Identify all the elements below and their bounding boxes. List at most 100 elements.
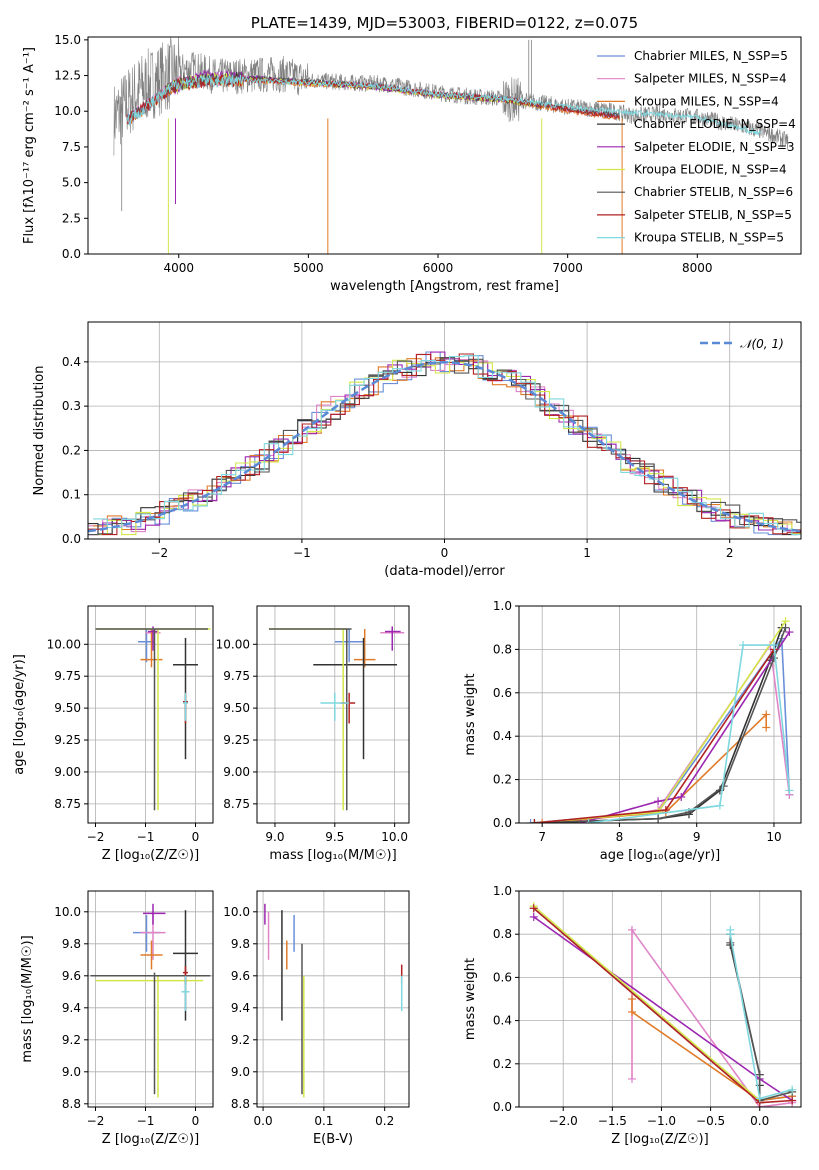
y-tick-label: 0.2 bbox=[493, 773, 512, 787]
x-axis-label: age [log₁₀(age/yr)] bbox=[600, 848, 721, 863]
axes-frame bbox=[518, 605, 802, 824]
y-tick-label: 9.25 bbox=[54, 733, 81, 747]
plot-area bbox=[529, 902, 797, 1107]
x-axis-label: E(B-V) bbox=[313, 1132, 353, 1147]
y-tick-label: 8.8 bbox=[62, 1097, 81, 1111]
panel-age-vs-metallicity: −2 −1 0 8.75 9.00 9.25 9.50 9.75 10.00 Z [log₁₀(Z… bbox=[12, 605, 214, 863]
model-spectrum-line bbox=[126, 74, 762, 137]
y-tick-label: 9.4 bbox=[62, 1001, 81, 1015]
axes-frame bbox=[518, 890, 802, 1108]
y-tick-label: 0.8 bbox=[493, 642, 512, 656]
axes-frame bbox=[87, 890, 214, 1108]
y-tick-label: 9.25 bbox=[223, 733, 250, 747]
legend-entry: Chabrier STELIB, N_SSP=6 bbox=[634, 185, 793, 199]
plot-area bbox=[113, 37, 789, 254]
y-tick-label: 5.0 bbox=[62, 176, 81, 190]
axes-frame bbox=[87, 605, 214, 824]
x-tick-label: 0.0 bbox=[750, 1114, 769, 1128]
y-tick-label: 8.75 bbox=[223, 797, 250, 811]
chart-title: PLATE=1439, MJD=53003, FIBERID=0122, z=0… bbox=[251, 14, 638, 32]
x-tick-label: 9 bbox=[693, 830, 701, 844]
legend-entry: Kroupa ELODIE, N_SSP=4 bbox=[634, 163, 787, 177]
plot-area bbox=[526, 617, 794, 823]
panel-mass-weight-vs-age: 7 8 9 10 0.0 0.2 0.4 0.6 0.8 1.0 age [log₁₀(age/yr… bbox=[463, 599, 802, 863]
y-tick-label: 9.4 bbox=[231, 1001, 250, 1015]
x-tick-label: −2.0 bbox=[549, 1114, 578, 1128]
y-tick-label: 1.0 bbox=[493, 599, 512, 613]
x-tick-label: 2 bbox=[726, 546, 734, 560]
x-tick-label: 7 bbox=[538, 830, 546, 844]
histogram-step bbox=[88, 357, 801, 536]
x-axis-label: Z [log₁₀(Z/Z☉)] bbox=[611, 1132, 708, 1147]
y-tick-label: 0.4 bbox=[493, 1014, 512, 1028]
x-tick-label: −1.0 bbox=[647, 1114, 676, 1128]
x-tick-label: −1 bbox=[137, 830, 155, 844]
normal-distribution-curve bbox=[88, 361, 801, 533]
y-tick-label: 10.0 bbox=[54, 905, 81, 919]
x-tick-label: −2 bbox=[87, 1114, 105, 1128]
mass-weight-line bbox=[533, 916, 793, 1102]
y-tick-label: 9.0 bbox=[231, 1065, 250, 1079]
y-tick-label: 0.6 bbox=[493, 970, 512, 984]
y-tick-label: 0.3 bbox=[62, 399, 81, 413]
y-tick-label: 0.4 bbox=[62, 355, 81, 369]
legend-entry: 𝒩(0, 1) bbox=[740, 337, 784, 351]
y-tick-label: 1.0 bbox=[493, 884, 512, 898]
mass-weight-line bbox=[580, 631, 791, 823]
x-tick-label: −0.5 bbox=[696, 1114, 725, 1128]
mass-weight-line bbox=[631, 927, 793, 1107]
x-axis-label: mass [log₁₀(M/M☉)] bbox=[269, 848, 396, 863]
x-tick-label: 6000 bbox=[423, 261, 454, 275]
y-tick-label: 9.75 bbox=[54, 669, 81, 683]
y-tick-label: 0.8 bbox=[493, 927, 512, 941]
plot-area bbox=[90, 903, 211, 1098]
y-tick-label: 9.8 bbox=[62, 937, 81, 951]
y-tick-label: 8.75 bbox=[54, 797, 81, 811]
y-tick-label: 9.8 bbox=[231, 937, 250, 951]
mass-weight-line bbox=[729, 942, 793, 1102]
y-tick-label: 8.8 bbox=[231, 1097, 250, 1111]
x-tick-label: −1.5 bbox=[598, 1114, 627, 1128]
plot-area bbox=[264, 903, 403, 1098]
y-tick-label: 9.6 bbox=[231, 969, 250, 983]
y-tick-label: 10.00 bbox=[216, 637, 250, 651]
legend-entry: Salpeter MILES, N_SSP=4 bbox=[634, 72, 787, 86]
plot-area bbox=[95, 626, 211, 811]
x-tick-label: −2 bbox=[150, 546, 168, 560]
mass-weight-line bbox=[534, 620, 787, 823]
x-tick-label: 4000 bbox=[163, 261, 194, 275]
mass-weight-line bbox=[631, 999, 793, 1102]
x-tick-label: −1 bbox=[137, 1114, 155, 1128]
y-tick-label: 10.0 bbox=[223, 905, 250, 919]
y-tick-label: 0.0 bbox=[62, 247, 81, 261]
model-spectrum-line bbox=[126, 71, 620, 121]
y-tick-label: 12.5 bbox=[54, 69, 81, 83]
axes-frame bbox=[87, 36, 802, 255]
y-tick-label: 0.0 bbox=[493, 1100, 512, 1114]
y-axis-label: Flux [fλ10⁻¹⁷ erg cm⁻² s⁻¹ A⁻¹] bbox=[22, 47, 37, 244]
x-tick-label: 8000 bbox=[682, 261, 713, 275]
y-tick-label: 9.2 bbox=[231, 1033, 250, 1047]
plot-area bbox=[88, 351, 801, 536]
y-tick-label: 2.5 bbox=[62, 211, 81, 225]
x-tick-label: 10 bbox=[766, 830, 781, 844]
x-tick-label: 5000 bbox=[293, 261, 324, 275]
panel-mass-weight-vs-metallicity: −2.0 −1.5 −1.0 −0.5 0.0 0.0 0.2 0.4 0.6 0.8 1.0 Z [… bbox=[463, 884, 802, 1147]
x-axis-label: (data-model)/error bbox=[384, 564, 505, 579]
y-tick-label: 9.00 bbox=[54, 765, 81, 779]
x-axis-label: wavelength [Angstrom, rest frame] bbox=[330, 279, 559, 294]
x-tick-label: 0.1 bbox=[314, 1114, 333, 1128]
x-tick-label: 0.0 bbox=[254, 1114, 273, 1128]
legend-entry: Salpeter STELIB, N_SSP=5 bbox=[634, 208, 792, 222]
y-tick-label: 10.00 bbox=[47, 637, 81, 651]
y-tick-label: 0.0 bbox=[493, 816, 512, 830]
y-tick-label: 9.75 bbox=[223, 669, 250, 683]
x-tick-label: 0 bbox=[192, 1114, 200, 1128]
x-axis-label: Z [log₁₀(Z/Z☉)] bbox=[102, 1132, 199, 1147]
y-tick-label: 9.6 bbox=[62, 969, 81, 983]
mass-weight-line bbox=[533, 905, 793, 1102]
axes-frame bbox=[256, 890, 410, 1108]
x-tick-label: 0 bbox=[441, 546, 449, 560]
histogram-step bbox=[93, 355, 801, 536]
